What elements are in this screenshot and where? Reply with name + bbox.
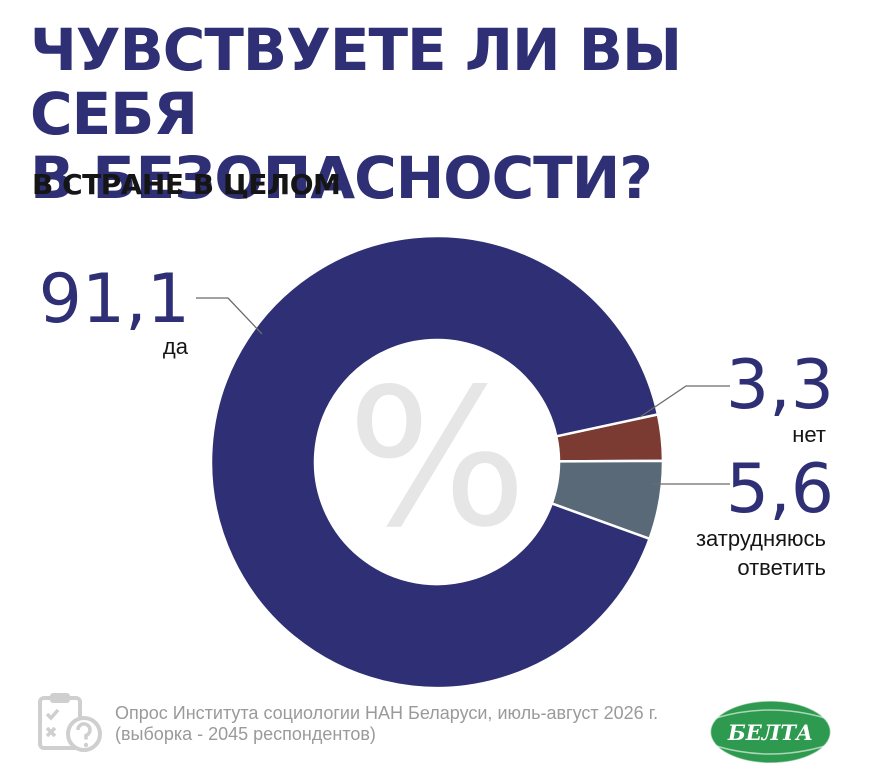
title-line-1: ЧУВСТВУЕТЕ ЛИ ВЫ СЕБЯ [30,16,682,148]
category-label-yes: да [163,334,189,359]
logo-text: БЕЛТА [727,720,813,745]
value-label-hard: 5,6 [726,450,834,529]
belta-logo: БЕЛТА [709,700,832,764]
category-label-no: нет [792,422,826,447]
source-line-1: Опрос Института социологии НАН Беларуси,… [115,703,659,723]
title-line-2: В БЕЗОПАСНОСТИ? [30,144,653,212]
category-label-hard-line-2: ответить [737,555,826,580]
value-label-no: 3,3 [726,346,834,425]
category-label-hard-line-1: затрудняюсь [696,526,826,551]
subtitle: В СТРАНЕ В ЦЕЛОМ [32,168,341,201]
percent-symbol: % [347,348,528,569]
source-note: Опрос Института социологии НАН Беларуси,… [115,703,658,745]
page-title: ЧУВСТВУЕТЕ ЛИ ВЫ СЕБЯ В БЕЗОПАСНОСТИ? [30,18,850,210]
leader-line-yes [196,297,263,335]
source-line-2: (выборка - 2045 респондентов) [115,724,376,744]
leader-line-no [639,385,730,418]
clipboard-question-icon [38,693,102,752]
slice-0 [209,234,660,690]
value-label-yes: 91,1 [39,260,190,339]
